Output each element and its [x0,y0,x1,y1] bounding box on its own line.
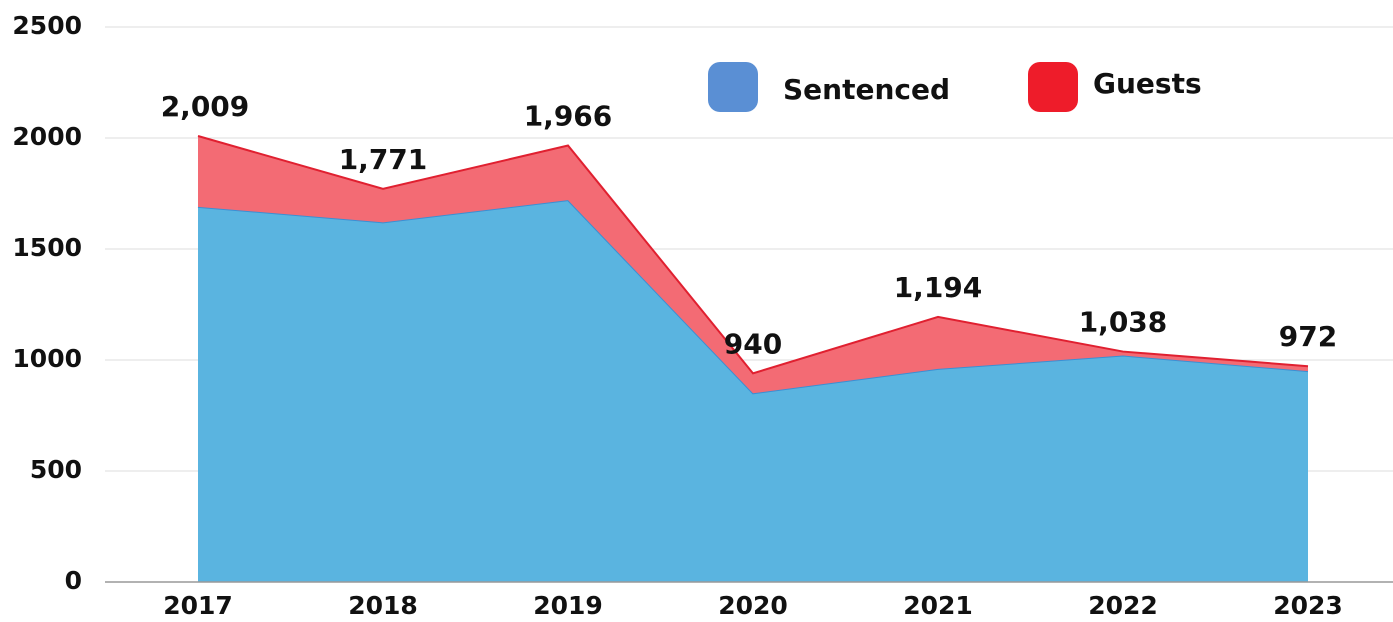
area [198,136,1308,394]
legend-swatch [708,62,758,112]
x-tick-label: 2023 [1273,591,1343,620]
legend-swatch [1028,62,1078,112]
area-line [197,135,1309,375]
data-label: 972 [1279,320,1337,353]
area [198,200,1308,582]
x-tick-label: 2022 [1088,591,1158,620]
x-tick-label: 2017 [163,591,233,620]
legend-label: Guests [1093,67,1202,100]
data-label: 1,194 [894,271,983,304]
data-label: 940 [724,327,782,360]
y-tick-label: 0 [65,566,82,595]
legend-label: Sentenced [783,73,950,106]
data-label: 2,009 [161,90,250,123]
data-label: 1,966 [524,100,613,133]
x-tick-label: 2018 [348,591,418,620]
y-tick-label: 500 [30,455,82,484]
y-tick-label: 2500 [12,11,82,40]
x-tick-label: 2019 [533,591,603,620]
data-label: 1,038 [1079,306,1168,339]
data-label: 1,771 [339,143,428,176]
x-tick-label: 2021 [903,591,973,620]
y-tick-label: 1500 [12,233,82,262]
y-tick-label: 1000 [12,344,82,373]
x-tick-label: 2020 [718,591,788,620]
y-tick-label: 2000 [12,122,82,151]
